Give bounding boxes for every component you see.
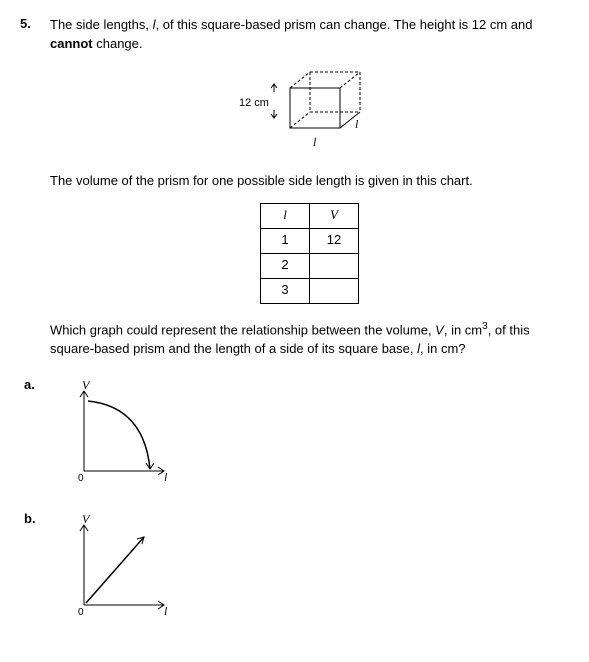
option-a: a. V 0 l — [20, 377, 569, 512]
th-l: l — [261, 203, 310, 228]
prism-figure: 12 cm l l — [50, 66, 569, 156]
origin-label: 0 — [78, 473, 84, 484]
text-post: change. — [93, 36, 143, 51]
x-axis-label: l — [164, 470, 168, 484]
graph-b: V 0 l — [64, 515, 569, 626]
text-pre: The side lengths, — [50, 17, 153, 32]
table-row: 2 — [261, 253, 359, 278]
height-label: 12 cm — [239, 97, 269, 109]
table-row: 3 — [261, 278, 359, 303]
question-row: 5. The side lengths, l , of this square-b… — [20, 16, 569, 359]
graph-a: V 0 l — [64, 381, 569, 492]
which-post: , in cm? — [420, 341, 466, 356]
cell-l: 3 — [261, 278, 310, 303]
cell-v: 12 — [310, 228, 359, 253]
cell-v — [310, 278, 359, 303]
which-graph-text: Which graph could represent the relation… — [50, 320, 569, 359]
volume-intro: The volume of the prism for one possible… — [50, 172, 569, 191]
th-v: V — [310, 203, 359, 228]
graph-a-svg: V 0 l — [64, 381, 174, 486]
question-number: 5. — [20, 16, 50, 31]
option-a-label: a. — [20, 377, 54, 392]
cell-l: 1 — [261, 228, 310, 253]
var-v: V — [435, 322, 444, 337]
chart-wrap: l V 1 12 2 3 — [50, 203, 569, 304]
text-mid: , of this square-based prism can change.… — [156, 17, 533, 32]
option-b: b. V 0 l — [20, 511, 569, 646]
table-row: 1 12 — [261, 228, 359, 253]
graph-b-svg: V 0 l — [64, 515, 174, 620]
base-label-front: l — [313, 135, 317, 149]
question-body: The side lengths, l , of this square-base… — [50, 16, 569, 359]
option-b-label: b. — [20, 511, 54, 526]
which-pre: Which graph could represent the relation… — [50, 322, 435, 337]
y-axis-label: V — [82, 381, 91, 392]
which-mid: , in cm — [444, 322, 482, 337]
value-table: l V 1 12 2 3 — [260, 203, 359, 304]
origin-label: 0 — [78, 607, 84, 618]
cannot: cannot — [50, 36, 93, 51]
cell-l: 2 — [261, 253, 310, 278]
x-axis-label: l — [164, 604, 168, 618]
prism-svg: 12 cm l l — [235, 66, 385, 156]
cell-v — [310, 253, 359, 278]
base-label-side: l — [355, 117, 359, 131]
y-axis-label: V — [82, 515, 91, 526]
